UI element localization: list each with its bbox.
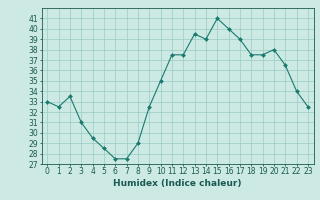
X-axis label: Humidex (Indice chaleur): Humidex (Indice chaleur) <box>113 179 242 188</box>
